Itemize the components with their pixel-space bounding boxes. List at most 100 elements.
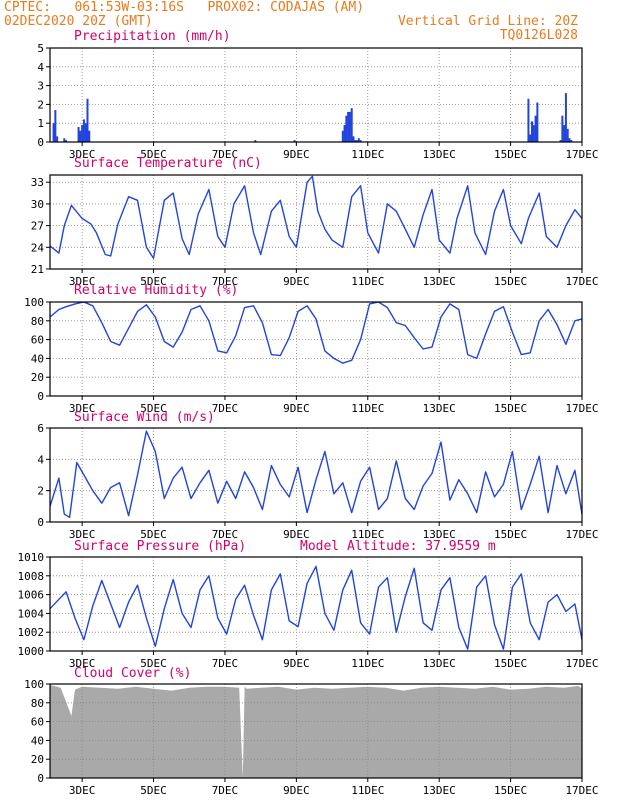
precip-xtick-label: 15DEC	[494, 148, 527, 161]
pressure-xtick-label: 7DEC	[212, 657, 239, 670]
temp-xtick-label: 15DEC	[494, 275, 527, 288]
pressure-annotation: Model Altitude: 37.9559 m	[300, 539, 496, 554]
precip-bar	[356, 140, 359, 142]
temp-xtick-label: 9DEC	[283, 275, 310, 288]
precip-bar	[293, 140, 296, 142]
precip-xtick-label: 17DEC	[565, 148, 598, 161]
precip-ytick-label: 2	[37, 98, 44, 111]
precip-bar	[84, 123, 87, 142]
cloud-ytick-label: 80	[31, 697, 44, 710]
pressure-frame	[49, 556, 583, 652]
precip-bar	[343, 125, 346, 142]
precip-bar	[88, 130, 91, 142]
precip-bar	[529, 134, 532, 142]
pressure-panel: Surface Pressure (hPa) Model Altitude: 37…	[18, 539, 599, 670]
rh-ytick-label: 60	[31, 334, 44, 347]
temp-panel: Surface Temperature (nC) 21 24 27 30 33 3DEC 5D…	[31, 156, 599, 288]
wind-title: Surface Wind (m/s)	[74, 410, 215, 425]
precip-xtick-label: 13DEC	[423, 148, 456, 161]
cloud-xtick-label: 11DEC	[351, 784, 384, 797]
precip-bar	[559, 140, 562, 142]
cloud-ytick-label: 0	[37, 772, 44, 785]
pressure-line	[49, 565, 583, 650]
precip-title: Precipitation (mm/h)	[74, 29, 231, 44]
precip-bar	[570, 140, 573, 142]
temp-title: Surface Temperature (nC)	[74, 156, 262, 171]
wind-xtick-label: 13DEC	[423, 528, 456, 541]
cloud-xtick-label: 5DEC	[140, 784, 167, 797]
rh-ytick-label: 100	[24, 296, 44, 309]
cloud-xtick-label: 17DEC	[565, 784, 598, 797]
cloud-xtick-label: 15DEC	[494, 784, 527, 797]
pressure-xtick-label: 17DEC	[565, 657, 598, 670]
wind-xtick-label: 11DEC	[351, 528, 384, 541]
temp-line	[49, 175, 583, 259]
precip-bar	[532, 125, 535, 142]
pressure-xtick-label: 5DEC	[140, 657, 167, 670]
cloud-xtick-label: 13DEC	[423, 784, 456, 797]
precip-ytick-label: 5	[37, 42, 44, 55]
rh-title: Relative Humidity (%)	[74, 283, 238, 298]
precip-ytick-label: 0	[37, 136, 44, 149]
precip-bar	[536, 102, 539, 142]
temp-xtick-label: 17DEC	[565, 275, 598, 288]
rh-frame	[49, 301, 583, 397]
precip-bar	[81, 125, 84, 142]
precip-bar	[86, 98, 89, 142]
rh-xtick-label: 7DEC	[212, 402, 239, 415]
temp-ytick-label: 21	[31, 263, 44, 276]
pressure-ytick-label: 1004	[18, 607, 45, 620]
precip-bar	[561, 115, 564, 142]
precip-xtick-label: 9DEC	[283, 148, 310, 161]
cloud-ytick-label: 40	[31, 734, 44, 747]
temp-xtick-label: 13DEC	[423, 275, 456, 288]
cloud-title: Cloud Cover (%)	[74, 666, 191, 681]
pressure-ytick-label: 1000	[18, 645, 45, 658]
precip-bar	[527, 98, 530, 142]
cloud-xtick-label: 3DEC	[69, 784, 96, 797]
header-model-id: TQ0126L028	[499, 28, 578, 43]
wind-xtick-label: 15DEC	[494, 528, 527, 541]
temp-frame	[49, 174, 583, 270]
precip-bar	[566, 128, 569, 142]
cloud-xtick-label: 7DEC	[212, 784, 239, 797]
precip-bar	[52, 123, 55, 142]
wind-frame	[49, 427, 583, 523]
rh-line	[49, 301, 583, 364]
pressure-xtick-label: 9DEC	[283, 657, 310, 670]
precip-bar	[82, 119, 85, 142]
wind-ytick-label: 2	[37, 485, 44, 498]
rh-xtick-label: 15DEC	[494, 402, 527, 415]
precip-xtick-label: 3DEC	[69, 148, 96, 161]
precip-bar	[63, 138, 66, 142]
cloud-panel: Cloud Cover (%) 0 20 40 60 80 100 3DEC 5DEC 7DEC 9…	[24, 666, 598, 797]
rh-xtick-label: 5DEC	[140, 402, 167, 415]
precip-frame	[49, 47, 583, 143]
wind-panel: Surface Wind (m/s) 0 2 4 6 3DEC 5DEC 7DEC 9DEC 11…	[37, 410, 598, 541]
precip-ytick-label: 3	[37, 80, 44, 93]
temp-ytick-label: 30	[31, 198, 44, 211]
wind-ytick-label: 6	[37, 422, 44, 435]
precip-ytick-label: 1	[37, 117, 44, 130]
precip-bar	[568, 138, 571, 142]
rh-panel: Relative Humidity (%) 0 20 40 60 80 100 3DEC 5DE…	[24, 283, 598, 415]
pressure-ytick-label: 1002	[18, 626, 45, 639]
rh-ytick-label: 0	[37, 390, 44, 403]
precip-bar	[65, 140, 68, 142]
precip-bar	[564, 93, 567, 142]
wind-line	[49, 430, 583, 518]
precip-xtick-label: 11DEC	[351, 148, 384, 161]
wind-xtick-label: 7DEC	[212, 528, 239, 541]
precip-bar	[354, 140, 357, 142]
temp-ytick-label: 33	[31, 176, 44, 189]
temp-xtick-label: 7DEC	[212, 275, 239, 288]
temp-ytick-label: 27	[31, 220, 44, 233]
precip-bar	[534, 115, 537, 142]
temp-xtick-label: 11DEC	[351, 275, 384, 288]
precip-bar	[359, 140, 362, 142]
pressure-xtick-label: 15DEC	[494, 657, 527, 670]
cloud-frame	[49, 683, 583, 779]
pressure-ytick-label: 1006	[18, 589, 45, 602]
pressure-title: Surface Pressure (hPa)	[74, 539, 246, 554]
